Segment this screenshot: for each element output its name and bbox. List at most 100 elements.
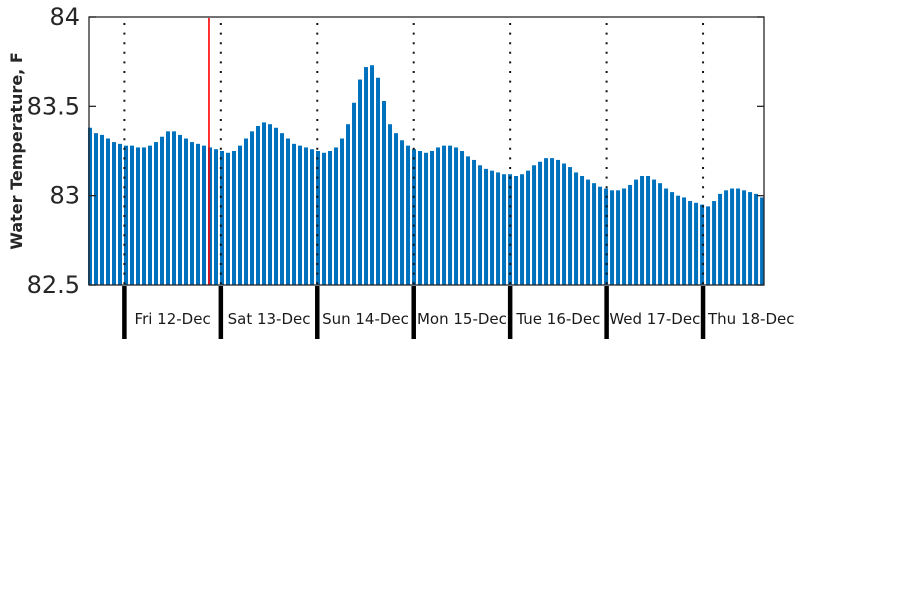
- y-axis-title: Water Temperature, F: [7, 52, 26, 250]
- bar: [724, 190, 729, 285]
- day-label: Fri 12-Dec: [135, 310, 211, 328]
- bar: [682, 197, 687, 285]
- y-tick-label: 84: [49, 3, 80, 31]
- bar: [484, 168, 489, 285]
- bar: [382, 100, 387, 285]
- bar: [190, 142, 194, 285]
- bar: [730, 188, 735, 285]
- bar: [556, 159, 561, 285]
- bar: [142, 147, 146, 285]
- bar: [406, 145, 411, 285]
- bar: [502, 174, 507, 285]
- bar: [328, 151, 333, 285]
- bar: [454, 147, 459, 285]
- bar: [736, 188, 741, 285]
- bar: [568, 167, 573, 285]
- bar: [93, 133, 98, 285]
- axes-box: [88, 16, 765, 286]
- bar: [646, 176, 651, 285]
- bar: [550, 158, 555, 285]
- bar: [106, 138, 110, 285]
- y-axis-tick-labels: 82.5 83 83.5 84: [27, 3, 80, 299]
- bar: [154, 142, 158, 285]
- bar: [148, 145, 152, 285]
- bar: [694, 202, 699, 285]
- bar: [520, 174, 525, 285]
- bar: [418, 151, 423, 285]
- bar: [202, 145, 207, 285]
- bar: [250, 131, 255, 285]
- day-label: Tue 16-Dec: [515, 310, 600, 328]
- bar: [628, 184, 633, 285]
- bar: [712, 201, 717, 285]
- bar: [87, 127, 92, 286]
- bar: [658, 183, 663, 285]
- bar: [274, 127, 279, 286]
- day-label: Sat 13-Dec: [228, 310, 311, 328]
- bar: [478, 165, 483, 285]
- bar: [322, 152, 327, 285]
- bar: [124, 145, 128, 285]
- bar: [160, 136, 164, 285]
- bar: [130, 145, 134, 285]
- bar: [748, 192, 753, 285]
- bar: [310, 149, 315, 285]
- bar: [118, 143, 122, 285]
- bar: [688, 201, 693, 285]
- bar: [388, 124, 393, 285]
- bar: [760, 197, 765, 285]
- bar: [754, 193, 759, 285]
- bar: [316, 151, 321, 285]
- bar: [346, 124, 351, 285]
- bar: [256, 125, 261, 286]
- bar: [244, 138, 249, 285]
- temperature-bars: [87, 65, 765, 286]
- bar: [652, 179, 657, 285]
- y-tick-label: 82.5: [27, 271, 80, 299]
- bar: [304, 147, 309, 285]
- bar: [610, 190, 615, 285]
- bar: [706, 206, 711, 285]
- bar: [640, 176, 645, 285]
- bar: [634, 179, 639, 285]
- bar: [472, 159, 477, 285]
- bar: [742, 190, 747, 285]
- bar: [718, 193, 723, 285]
- bar: [544, 158, 549, 285]
- bar: [622, 188, 627, 285]
- bar: [574, 172, 579, 285]
- bar: [298, 145, 303, 285]
- bar: [412, 149, 417, 285]
- bar: [286, 138, 291, 285]
- bar: [178, 134, 182, 285]
- day-label: Wed 17-Dec: [609, 310, 700, 328]
- y-tick-label: 83: [49, 182, 80, 210]
- plot-border: [88, 16, 765, 286]
- bar: [364, 67, 369, 285]
- bar: [676, 195, 681, 285]
- day-separator-ticks: [122, 286, 706, 339]
- bar: [460, 151, 465, 285]
- bar: [664, 188, 669, 285]
- bar: [448, 145, 453, 285]
- bar: [262, 122, 267, 285]
- bar: [508, 174, 513, 285]
- bar: [214, 149, 219, 285]
- bar: [394, 133, 399, 285]
- bar: [208, 147, 213, 285]
- bar: [442, 145, 447, 285]
- bar: [136, 147, 140, 285]
- bar: [352, 102, 357, 285]
- bar: [616, 190, 621, 285]
- bar: [436, 147, 441, 285]
- bar: [562, 163, 567, 285]
- bar: [466, 156, 471, 285]
- day-label: Sun 14-Dec: [322, 310, 409, 328]
- bar: [358, 79, 363, 285]
- y-axis-ticks: [89, 16, 764, 286]
- bar: [514, 176, 519, 285]
- bar: [424, 152, 429, 285]
- day-label: Mon 15-Dec: [417, 310, 507, 328]
- bar: [334, 147, 339, 285]
